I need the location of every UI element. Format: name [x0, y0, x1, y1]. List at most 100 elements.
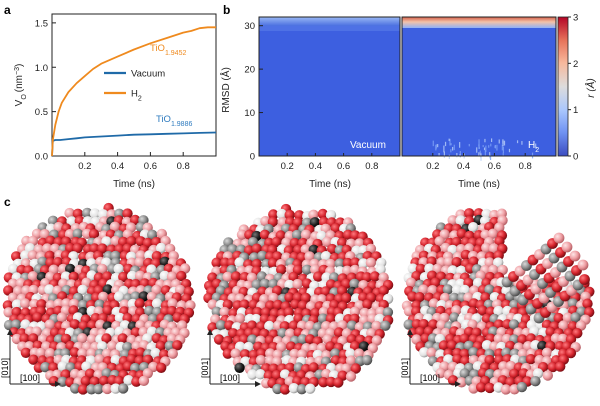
atom: [561, 241, 573, 253]
atom: [69, 319, 81, 330]
speckle: [498, 139, 500, 144]
atom: [468, 383, 479, 394]
speckle: [521, 141, 523, 145]
atom: [40, 362, 51, 373]
atom: [509, 299, 520, 310]
heatmap-h2: H2: [401, 16, 557, 161]
atom: [82, 207, 93, 219]
atom: [80, 375, 92, 387]
atom: [267, 257, 279, 269]
speckle: [535, 146, 537, 149]
atom: [27, 250, 38, 261]
heatmap-vacuum-label: Vacuum: [350, 140, 386, 151]
speckle: [448, 154, 450, 159]
atom: [288, 383, 300, 394]
atom: [558, 320, 569, 331]
atom: [167, 298, 178, 309]
speckle: [478, 144, 480, 150]
colorbar: 0 1 2 3 r (Å): [557, 13, 597, 163]
atom: [349, 278, 360, 289]
speckle: [479, 150, 481, 155]
atom: [234, 257, 245, 268]
panel-a-y-ticks: 0.0 0.5 1.0 1.5: [35, 18, 56, 163]
atom: [345, 371, 357, 382]
x-tick-label: 0.6: [488, 161, 501, 172]
atom: [277, 328, 288, 339]
atom: [113, 291, 125, 302]
speckle: [488, 145, 490, 148]
y-tick-label: 20: [244, 65, 255, 76]
atom: [464, 208, 475, 219]
atom: [239, 299, 250, 310]
atom: [547, 361, 558, 373]
atom: [97, 263, 108, 275]
atom: [19, 333, 30, 344]
atom: [493, 333, 505, 344]
speckle: [456, 153, 458, 158]
speckle: [490, 143, 492, 147]
atom: [44, 284, 55, 295]
atom: [508, 319, 520, 330]
atom: [166, 271, 178, 282]
axis-indicator-view-001-b: [001] [100]: [400, 329, 461, 387]
atom: [28, 354, 39, 365]
annotation-tio-vacuum: TiO1.9886: [156, 114, 192, 128]
atom: [484, 284, 495, 295]
legend-label-h2: H2: [131, 89, 142, 103]
atom: [110, 354, 121, 366]
atom: [20, 250, 31, 261]
atom: [77, 284, 88, 295]
atom: [172, 340, 183, 351]
atom: [11, 299, 23, 310]
atom: [438, 340, 450, 351]
atom: [98, 291, 109, 302]
speckle: [449, 138, 451, 146]
atom: [358, 258, 369, 269]
atom: [123, 375, 134, 386]
x-tick-label: 0.8: [365, 161, 378, 172]
speckle: [459, 142, 461, 148]
colorbar-ticks: 0 1 2 3: [568, 13, 578, 163]
atom: [569, 250, 581, 262]
legend-label-vacuum: Vacuum: [131, 69, 165, 80]
atom: [109, 221, 121, 232]
atom: [456, 228, 467, 239]
atom: [89, 208, 101, 219]
atom: [117, 333, 128, 344]
atom: [236, 229, 248, 240]
atom: [69, 347, 81, 358]
atom: [77, 333, 88, 344]
atom: [257, 250, 268, 261]
atom: [27, 271, 39, 282]
atom: [230, 271, 242, 282]
atom: [442, 284, 454, 295]
speckle: [496, 144, 498, 151]
atom: [449, 312, 460, 323]
x-tick-label: 0.6: [144, 161, 157, 172]
atom: [291, 229, 303, 241]
speckle: [480, 154, 482, 161]
atom: [309, 217, 321, 228]
speckle: [483, 147, 486, 151]
atom: [350, 257, 361, 268]
atom: [134, 298, 145, 309]
atom: [380, 320, 391, 331]
heatmap-vacuum-subsurface: [259, 26, 400, 31]
atom: [296, 384, 307, 395]
atom: [11, 333, 23, 345]
speckle: [476, 147, 478, 153]
atom: [260, 216, 271, 227]
atom: [164, 340, 176, 351]
atom: [555, 361, 566, 372]
heatmap-h2-surface-band: [402, 17, 556, 28]
atom: [86, 334, 98, 345]
atom: [130, 214, 141, 226]
atom: [215, 320, 227, 331]
atom: [327, 243, 338, 255]
atom: [64, 207, 75, 219]
atom: [325, 313, 336, 324]
annotation-tio-h2: TiO1.9452: [150, 43, 186, 57]
speckle: [508, 148, 511, 153]
atom: [313, 271, 324, 282]
atom: [156, 362, 167, 373]
